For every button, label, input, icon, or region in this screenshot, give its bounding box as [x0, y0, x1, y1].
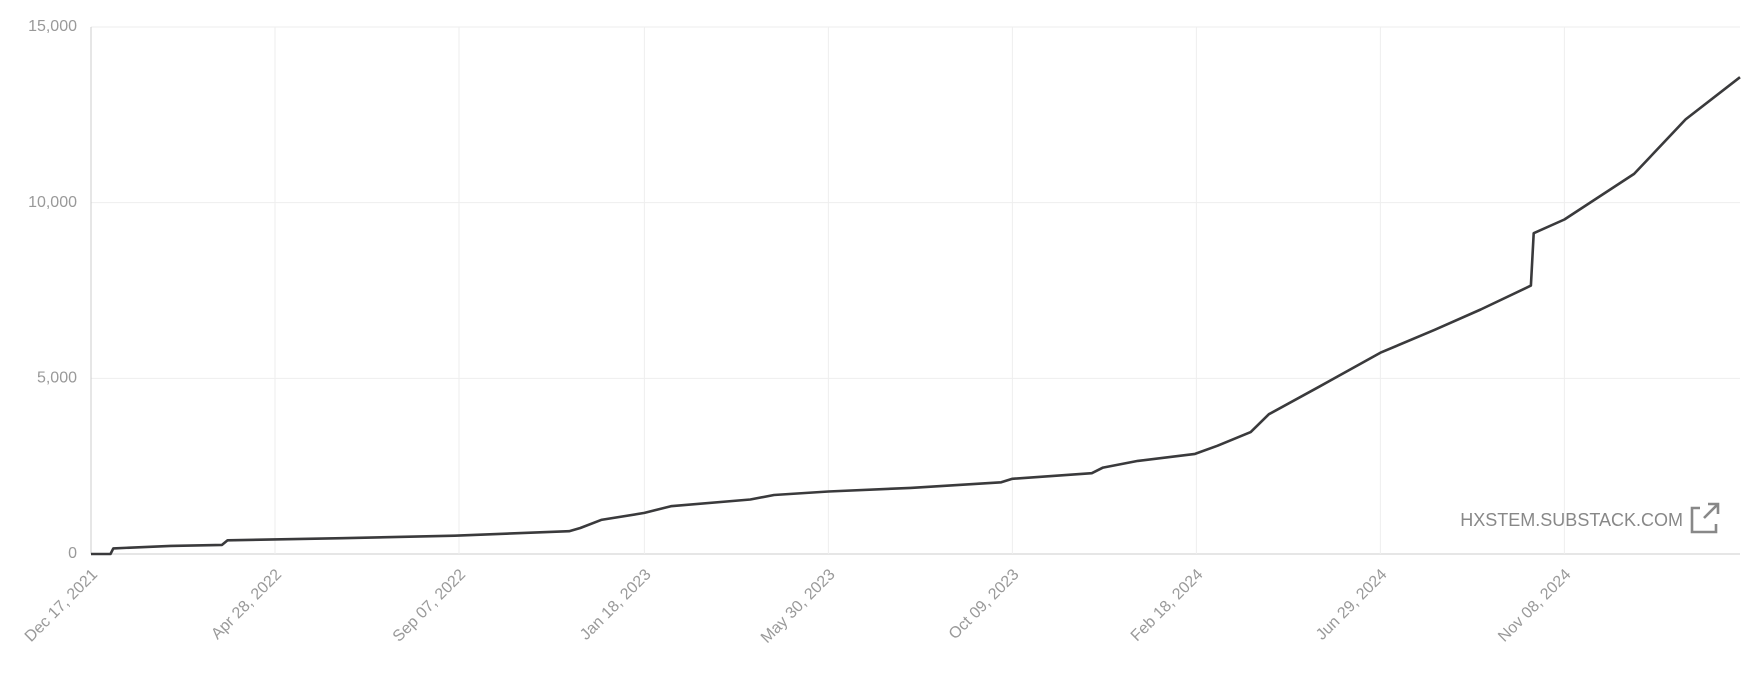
x-tick-label: Feb 18, 2024 — [1128, 566, 1207, 645]
x-tick-label: Oct 09, 2023 — [946, 566, 1023, 643]
icon-arrow — [1703, 502, 1720, 519]
y-tick-label: 10,000 — [28, 194, 77, 211]
y-tick-label: 15,000 — [28, 18, 77, 35]
x-tick-label: Jun 29, 2024 — [1313, 566, 1391, 644]
x-tick-label: Jan 18, 2023 — [577, 566, 655, 644]
y-tick-label: 5,000 — [37, 370, 77, 387]
external-link-icon[interactable] — [1690, 502, 1720, 534]
x-tick-label: Dec 17, 2021 — [22, 566, 101, 645]
watermark[interactable]: HXSTEM.SUBSTACK.COM — [1460, 510, 1683, 530]
x-tick-label: Nov 08, 2024 — [1495, 566, 1574, 645]
x-tick-label: Sep 07, 2022 — [390, 566, 469, 645]
y-tick-label: 0 — [68, 545, 77, 562]
x-tick-label: Apr 28, 2022 — [208, 566, 285, 643]
x-tick-label: May 30, 2023 — [758, 566, 839, 647]
icon-box — [1690, 506, 1718, 534]
line — [91, 76, 1741, 556]
